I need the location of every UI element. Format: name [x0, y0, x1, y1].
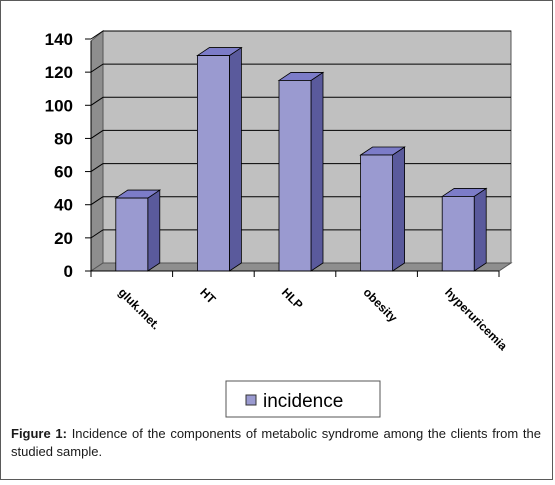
- bar-front: [441, 196, 475, 272]
- x-tick-label: HT: [197, 285, 219, 307]
- bar-side: [147, 189, 161, 272]
- x-tick-label: hyperuricemia: [442, 285, 510, 353]
- legend: incidence: [225, 380, 381, 418]
- gridline-side: [90, 130, 104, 139]
- y-tick-label: 100: [45, 96, 73, 115]
- bar-chart: 0 20 40 60 80 100 120 140 gluk.met. HT HLP obesity…: [45, 29, 513, 418]
- bar: [277, 71, 325, 272]
- bar-side: [392, 146, 406, 272]
- y-tick-label: 20: [54, 229, 73, 248]
- y-tick-label: 40: [54, 196, 73, 215]
- bar-front: [360, 154, 394, 272]
- gridline-side: [90, 163, 104, 172]
- gridline-side: [90, 30, 104, 40]
- bar-side: [473, 187, 487, 272]
- gridline-side: [90, 196, 104, 206]
- x-tick-label: gluk.met.: [116, 285, 163, 332]
- y-axis-ticks: 0 20 40 60 80 100 120 140: [45, 30, 92, 281]
- x-axis-ticks: gluk.met. HT HLP obesity hyperuricemia: [90, 270, 510, 353]
- bars: [114, 46, 488, 272]
- legend-label: incidence: [263, 391, 343, 412]
- bar: [359, 146, 406, 272]
- x-tick-label: obesity: [360, 285, 400, 325]
- bar: [440, 187, 488, 272]
- y-tick-label: 140: [45, 30, 73, 49]
- y-tick-label: 0: [64, 262, 73, 281]
- bar-front: [196, 55, 230, 272]
- figure-caption: Figure 1: Incidence of the components of…: [11, 425, 541, 461]
- bar-side: [228, 46, 242, 272]
- caption-label: Figure 1:: [11, 426, 67, 441]
- legend-swatch: [245, 394, 257, 406]
- bar-front: [115, 197, 149, 272]
- plot-side-wall: [90, 29, 104, 272]
- bar-side: [310, 71, 324, 272]
- y-tick-label: 120: [45, 63, 73, 82]
- bar: [114, 189, 162, 272]
- gridline-side: [90, 96, 104, 106]
- bar-front: [278, 80, 312, 272]
- bar: [196, 46, 243, 272]
- gridline-side: [90, 63, 104, 73]
- caption-text: Incidence of the components of metabolic…: [11, 426, 541, 459]
- x-tick-label: HLP: [279, 285, 306, 312]
- gridline-side: [90, 229, 104, 239]
- y-tick-label: 60: [54, 163, 73, 182]
- y-tick-label: 80: [54, 129, 73, 148]
